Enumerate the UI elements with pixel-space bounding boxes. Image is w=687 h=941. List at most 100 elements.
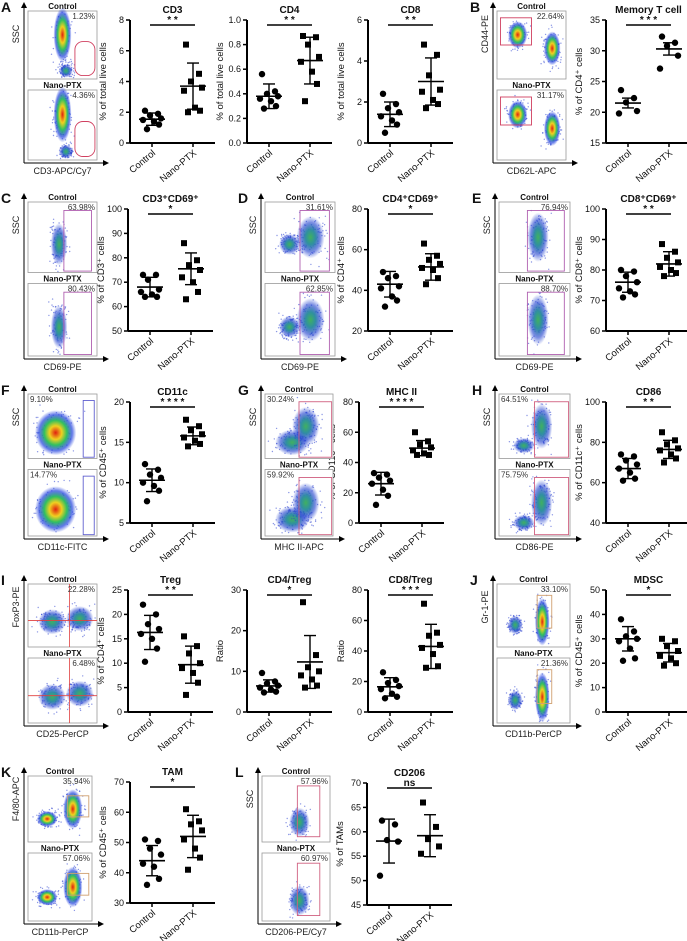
data-point-square: [181, 87, 187, 94]
data-point-circle: [619, 294, 627, 301]
event-dot: [52, 37, 54, 39]
category-label: Control: [603, 528, 634, 556]
arrow-head-icon: [339, 536, 345, 542]
data-point-square: [659, 635, 665, 642]
event-dot: [275, 507, 277, 509]
data-point-square: [434, 629, 440, 636]
event-dot: [558, 115, 561, 117]
data-point-circle: [630, 628, 638, 635]
data-point-circle: [379, 90, 387, 98]
data-point-square: [313, 652, 319, 659]
event-dot: [551, 499, 554, 501]
event-dot: [507, 703, 509, 706]
x-axis-label: CD69-PE: [281, 362, 319, 372]
event-dot: [542, 132, 544, 134]
arrow-head-icon: [103, 356, 109, 362]
event-dot: [72, 156, 75, 158]
data-point-circle: [615, 638, 623, 645]
data-point-square: [436, 843, 442, 850]
data-point-square: [192, 104, 198, 111]
event-dot: [59, 907, 61, 909]
gate-percent: 75.75%: [501, 471, 528, 480]
data-point-square: [437, 641, 443, 648]
event-dot: [528, 444, 530, 446]
event-dot: [69, 61, 71, 63]
y-axis-label: % of CD45⁺ cells: [98, 806, 109, 879]
event-dot: [38, 905, 40, 907]
event-dot: [527, 37, 530, 40]
event-dot: [319, 504, 322, 506]
y-tick-label: 60: [352, 616, 362, 626]
event-dot: [310, 448, 312, 450]
data-point-circle: [633, 461, 641, 468]
y-axis-label: Ratio: [336, 640, 347, 662]
gate-percent: 31.17%: [537, 91, 564, 100]
data-point-circle: [615, 110, 623, 117]
event-dot: [293, 328, 295, 331]
event-dot: [523, 99, 525, 101]
data-point-circle: [631, 475, 639, 482]
y-axis-label: SSC: [482, 215, 492, 234]
y-tick-label: 40: [352, 285, 362, 295]
event-dot: [75, 788, 78, 790]
y-tick-label: 20: [352, 326, 362, 336]
event-dot: [324, 247, 326, 250]
event-dot: [293, 217, 295, 220]
event-dot: [70, 75, 72, 78]
data-point-square: [314, 80, 320, 87]
gate-percent: 22.64%: [537, 12, 564, 21]
event-dot: [52, 262, 55, 264]
data-point-circle: [391, 821, 399, 828]
data-point-square: [179, 274, 185, 281]
gate-percent: 14.77%: [30, 471, 57, 480]
data-point-circle: [617, 451, 625, 458]
event-dot: [504, 108, 506, 110]
panel-letter: B: [470, 0, 480, 15]
event-dot: [523, 453, 525, 455]
data-point-square: [419, 644, 425, 651]
event-dot: [321, 501, 323, 503]
event-dot: [559, 133, 562, 135]
event-dot: [52, 305, 54, 308]
y-tick-label: 70: [112, 277, 122, 287]
event-dot: [560, 129, 563, 131]
event-dot: [546, 301, 549, 303]
event-dot: [543, 61, 545, 64]
event-dot: [64, 306, 67, 308]
event-dot: [61, 304, 63, 306]
event-dot: [66, 708, 69, 711]
y-axis-label: % of total live cells: [215, 42, 226, 120]
event-dot: [292, 515, 294, 517]
arrow-head-icon: [576, 536, 582, 542]
event-dot: [52, 100, 54, 102]
event-dot: [49, 826, 52, 828]
data-point-square: [305, 664, 311, 671]
event-dot: [542, 45, 544, 48]
data-point-circle: [656, 65, 664, 72]
y-tick-label: 2: [119, 107, 124, 117]
arrow-head-icon: [572, 160, 578, 166]
gate: [526, 210, 565, 272]
data-point-circle: [139, 271, 147, 279]
event-dot: [525, 221, 528, 223]
y-tick-label: 60: [352, 245, 362, 255]
event-dot: [46, 682, 48, 685]
event-dot: [546, 251, 548, 253]
gate-percent: 62.85%: [306, 285, 333, 294]
event-dot: [320, 294, 323, 296]
significance-label: *: [409, 204, 413, 215]
event-dot: [79, 870, 81, 872]
data-point-circle: [658, 33, 666, 40]
event-dot: [64, 617, 67, 620]
event-dot: [314, 519, 317, 521]
y-tick-label: 65: [351, 802, 361, 812]
event-dot: [297, 247, 299, 250]
event-dot: [549, 411, 552, 413]
significance-label: * * * *: [390, 397, 414, 408]
data-point-square: [434, 252, 440, 259]
category-label: Nano-PTX: [158, 907, 200, 941]
y-tick-label: 0.6: [228, 64, 241, 74]
event-dot: [506, 31, 509, 34]
y-tick-label: 60: [343, 427, 353, 437]
y-tick-label: 80: [352, 585, 362, 595]
